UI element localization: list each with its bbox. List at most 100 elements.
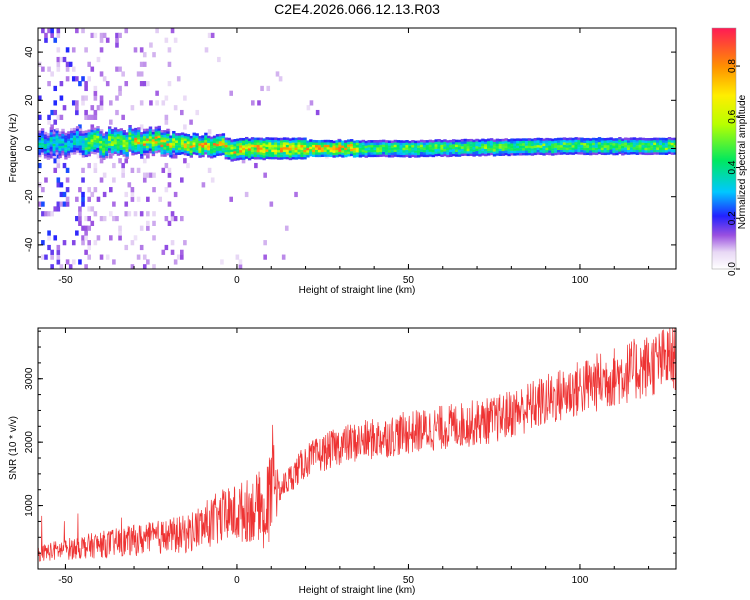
heatmap-cell (84, 95, 88, 101)
heatmap-cell (210, 153, 214, 157)
heatmap-cell (233, 153, 237, 157)
heatmap-cell (195, 138, 199, 141)
heatmap-cell (457, 139, 462, 143)
heatmap-cell (118, 85, 122, 92)
heatmap-cell (629, 151, 634, 155)
heatmap-cell (161, 249, 166, 255)
heatmap-cell (78, 128, 83, 132)
heatmap-cell (46, 133, 51, 136)
heatmap-cell (119, 149, 124, 153)
heatmap-cell (110, 153, 115, 156)
heatmap-cell (148, 131, 153, 134)
heatmap-cell (87, 141, 91, 145)
heatmap-cell (146, 196, 150, 202)
heatmap-cell (128, 137, 132, 140)
heatmap-cell (227, 144, 231, 148)
heatmap-cell (373, 144, 377, 148)
heatmap-cell (55, 144, 59, 148)
heatmap-cell (615, 140, 619, 144)
heatmap-cell (271, 139, 275, 143)
heatmap-cell (201, 142, 205, 146)
heatmap-cell (545, 145, 549, 148)
heatmap-cell (65, 61, 70, 67)
heatmap-cell (344, 145, 348, 148)
heatmap-cell (93, 167, 98, 173)
heatmap-cell (68, 61, 73, 67)
heatmap-cell (644, 147, 648, 151)
heatmap-cell (574, 141, 578, 145)
heatmap-cell (56, 56, 61, 63)
heatmap-cell (568, 144, 573, 148)
heatmap-cell (291, 152, 296, 155)
heatmap-cell (134, 144, 138, 148)
heatmap-cell (149, 100, 153, 106)
heatmap-cell (355, 152, 360, 155)
heatmap-cell (542, 150, 546, 154)
heatmap-cell (554, 140, 558, 144)
heatmap-cell (93, 134, 97, 138)
heatmap-cell (271, 154, 275, 157)
heatmap-cell (149, 42, 153, 48)
heatmap-cell (67, 140, 71, 144)
heatmap-cell (93, 114, 98, 120)
heatmap-cell (112, 177, 116, 183)
heatmap-cell (128, 134, 132, 138)
heatmap-cell (105, 37, 110, 43)
heatmap-cell (146, 211, 150, 217)
heatmap-cell (527, 140, 532, 144)
heatmap-cell (285, 151, 290, 155)
heatmap-cell (218, 136, 223, 139)
heatmap-cell (606, 142, 610, 146)
heatmap-cell (128, 127, 132, 131)
heatmap-cell (56, 32, 61, 39)
heatmap-cell (145, 140, 150, 144)
heatmap-cell (195, 152, 199, 156)
heatmap-cell (177, 147, 182, 151)
heatmap-cell (198, 155, 202, 158)
heatmap-cell (215, 143, 220, 147)
heatmap-cell (425, 149, 430, 153)
heatmap-cell (454, 139, 459, 143)
heatmap-cell (277, 149, 281, 153)
heatmap-cell (618, 139, 622, 143)
heatmap-cell (277, 154, 281, 158)
heatmap-cell (414, 140, 418, 144)
heatmap-cell (186, 134, 191, 137)
heatmap-cell (653, 142, 657, 146)
heatmap-cell (644, 152, 648, 156)
heatmap-cell (309, 144, 313, 147)
heatmap-cell (618, 146, 622, 150)
heatmap-cell (259, 140, 263, 143)
heatmap-cell (198, 147, 202, 151)
heatmap-cell (38, 137, 42, 141)
heatmap-cell (533, 142, 538, 146)
heatmap-cell (521, 138, 526, 141)
heatmap-cell (556, 137, 561, 141)
heatmap-cell (154, 126, 159, 130)
heatmap-cell (102, 152, 106, 156)
heatmap-cell (562, 144, 567, 148)
heatmap-cell (460, 138, 465, 142)
heatmap-cell (40, 140, 45, 143)
heatmap-cell (121, 162, 125, 169)
heatmap-cell (422, 147, 427, 150)
heatmap-cell (487, 140, 491, 144)
heatmap-cell (242, 150, 246, 153)
heatmap-cell (556, 147, 561, 150)
heatmap-cell (65, 167, 70, 173)
heatmap-cell (207, 154, 211, 158)
heatmap-cell (589, 143, 593, 146)
heatmap-cell (166, 133, 170, 137)
heatmap-cell (47, 211, 51, 217)
heatmap-cell (510, 138, 514, 142)
heatmap-cell (519, 143, 523, 146)
heatmap-cell (70, 128, 74, 131)
heatmap-cell (656, 152, 660, 155)
snr-y-tick-label: 3000 (24, 367, 35, 390)
heatmap-cell (352, 142, 357, 146)
heatmap-cell (58, 131, 62, 134)
heatmap-cell (347, 139, 351, 143)
heatmap-cell (402, 154, 406, 158)
heatmap-cell (56, 249, 61, 255)
